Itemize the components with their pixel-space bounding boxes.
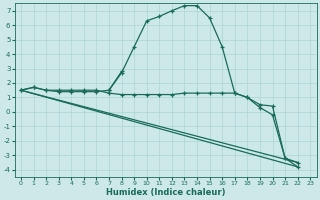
X-axis label: Humidex (Indice chaleur): Humidex (Indice chaleur) (106, 188, 225, 197)
